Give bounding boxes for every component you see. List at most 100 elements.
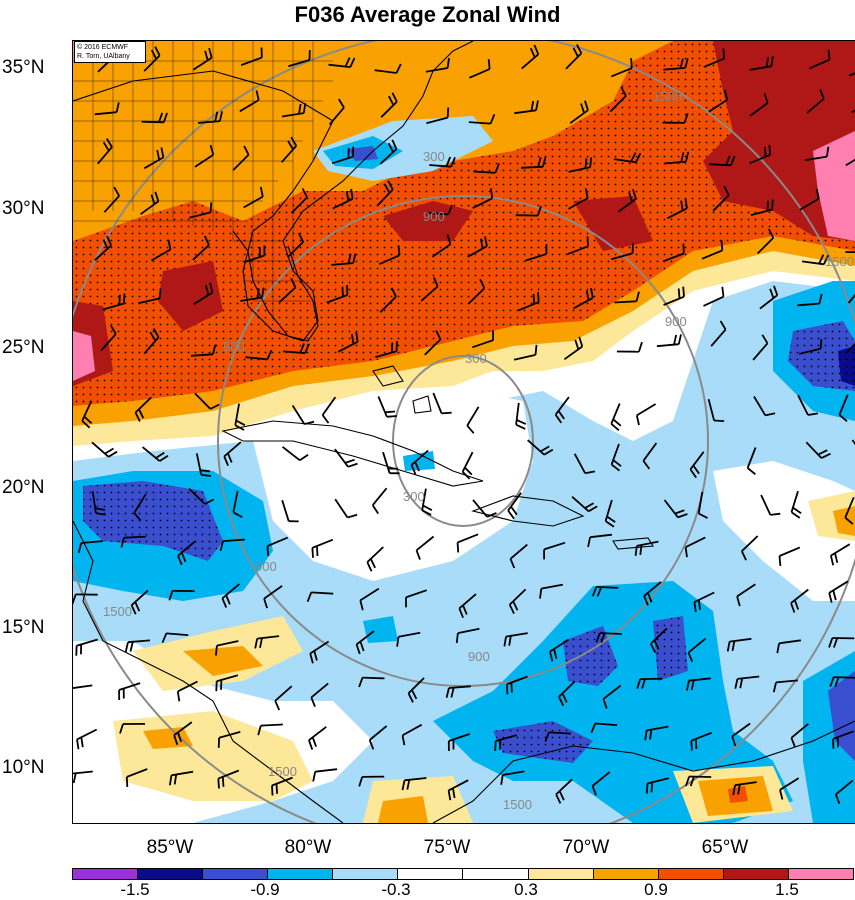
wind-barb-flag xyxy=(455,632,459,644)
wind-barb-shaft xyxy=(833,676,855,679)
contour-label-1500-d: 1500 xyxy=(268,764,297,779)
wind-barb-shaft xyxy=(448,685,471,689)
wind-barb-flag xyxy=(154,46,161,56)
wind-barb-flag xyxy=(833,637,839,648)
wind-barb-shaft xyxy=(685,536,706,549)
wind-barb-shaft xyxy=(311,591,334,595)
wind-barb-flag xyxy=(391,139,398,150)
wind-barb-shaft xyxy=(309,640,330,655)
wind-barb-shaft xyxy=(797,302,820,307)
wind-barb-flag xyxy=(129,641,134,652)
wind-barb-flag xyxy=(819,89,825,100)
wind-barb-shaft xyxy=(790,588,809,604)
wind-barb-flag xyxy=(349,57,356,68)
colorbar-label-0-9: 0.9 xyxy=(644,880,668,899)
wind-barb-shaft xyxy=(326,294,348,304)
wind-barb-flag xyxy=(274,700,281,711)
wind-barb-flag xyxy=(217,778,220,789)
wind-barb-flag xyxy=(383,183,391,194)
wind-barb-shaft xyxy=(420,285,439,302)
wind-barb-flag xyxy=(384,410,396,414)
wind-barb-shaft xyxy=(694,591,715,603)
wind-barb-shaft xyxy=(710,328,727,347)
wind-barb-flag xyxy=(818,254,825,265)
wind-barb-shaft xyxy=(647,777,670,785)
wind-barb-flag xyxy=(680,152,685,163)
wind-barb-flag xyxy=(308,739,314,750)
wind-barb-shaft xyxy=(380,101,398,118)
colorbar-segment xyxy=(593,869,659,879)
wind-barb-shaft xyxy=(405,589,427,599)
wind-barb-shaft xyxy=(91,441,110,458)
wind-barb-shaft xyxy=(97,146,113,165)
wind-barb-flag xyxy=(232,511,243,518)
wind-barb-flag xyxy=(684,57,689,69)
wind-barb-shaft xyxy=(662,252,685,263)
wind-barb-shaft xyxy=(448,733,470,742)
wind-barb-shaft xyxy=(379,296,397,313)
wind-barb-shaft xyxy=(708,163,732,167)
wind-barb-flag xyxy=(456,542,460,553)
wind-barb-shaft xyxy=(707,398,715,421)
wind-barb-flag xyxy=(446,107,450,118)
wind-barb-shaft xyxy=(100,333,117,352)
wind-barb-flag xyxy=(834,552,839,564)
wind-barb-flag xyxy=(80,737,84,748)
wind-barb-shaft xyxy=(749,102,769,117)
wind-barb-flag xyxy=(304,420,315,425)
wind-barb-flag xyxy=(516,419,527,425)
wind-barb-shaft xyxy=(495,734,518,742)
wind-barb-shaft xyxy=(195,453,203,476)
wind-barb-shaft xyxy=(173,721,193,736)
wind-barb-shaft xyxy=(729,637,752,643)
wind-barb-flag xyxy=(643,595,649,606)
wind-barb-shaft xyxy=(232,490,239,513)
wind-barb-shaft xyxy=(466,406,480,427)
wind-barb-flag xyxy=(358,677,364,688)
wind-barb-flag xyxy=(435,330,442,340)
wind-barb-flag xyxy=(512,600,519,611)
wind-barb-flag xyxy=(719,320,727,330)
wind-barb-flag xyxy=(723,185,730,196)
wind-barb-flag xyxy=(790,602,796,613)
wind-barb-flag xyxy=(156,149,161,160)
wind-barb-flag xyxy=(764,146,767,157)
wind-barb-shaft xyxy=(688,677,711,682)
wind-barb-flag xyxy=(611,463,621,472)
wind-barb-shaft xyxy=(334,448,349,468)
wind-barb-flag xyxy=(205,285,210,296)
red-patch-se xyxy=(728,786,748,803)
wind-barb-flag xyxy=(572,47,579,58)
pink-patch-west xyxy=(73,331,95,381)
wind-barb-flag xyxy=(674,509,685,515)
wind-barb-flag xyxy=(297,232,305,243)
wind-barb-flag xyxy=(311,547,314,558)
wind-barb-shaft xyxy=(610,443,620,465)
wind-barb-shaft xyxy=(94,111,117,116)
wind-barb-flag xyxy=(763,93,769,104)
wind-barb-shaft xyxy=(331,262,354,266)
wind-barb-flag xyxy=(747,467,756,476)
wind-barb-flag xyxy=(415,549,421,560)
wind-barb-flag xyxy=(209,202,213,213)
wind-barb-flag xyxy=(737,784,741,795)
wind-barb-shaft xyxy=(382,451,391,474)
wind-barb-flag xyxy=(731,640,736,651)
wind-barb-shaft xyxy=(543,541,566,551)
wind-barb-shaft xyxy=(799,197,820,211)
wind-barb-shaft xyxy=(664,160,687,165)
wind-barb-flag xyxy=(290,278,297,288)
wind-barb-flag xyxy=(73,773,77,784)
wind-barb-shaft xyxy=(222,538,245,542)
wind-barb-shaft xyxy=(366,546,384,563)
wind-barb-shaft xyxy=(591,771,611,787)
wind-barb-shaft xyxy=(288,59,310,68)
wind-barb-flag xyxy=(630,58,633,69)
lat-label-15n: 15°N xyxy=(2,617,45,638)
wind-barb-flag xyxy=(106,235,113,246)
wind-barb-flag xyxy=(686,680,690,691)
contour-label-300-a: 300 xyxy=(403,489,425,504)
wind-barb-flag xyxy=(584,158,588,169)
wind-barb-flag xyxy=(558,696,565,707)
wind-barb-shaft xyxy=(410,449,429,466)
